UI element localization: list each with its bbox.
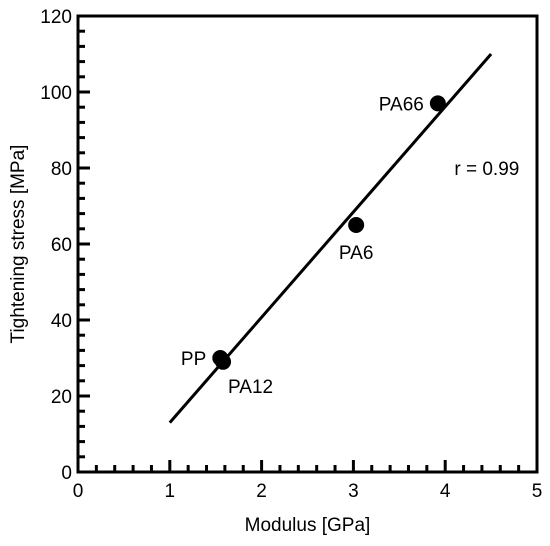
point-label: PA66: [379, 94, 424, 115]
y-tick-label: 60: [51, 235, 72, 256]
point-label: PA12: [228, 377, 273, 398]
point-label: PP: [181, 349, 206, 370]
y-tick-label: 100: [40, 83, 72, 104]
x-tick-label: 5: [532, 481, 543, 502]
x-tick-label: 1: [165, 481, 176, 502]
tick-labels: 0 1 2 3 4 5 0 20 40 60 80 100 120: [40, 7, 542, 502]
y-tick-label: 40: [51, 311, 72, 332]
data-point: [215, 353, 232, 370]
x-axis-label: Modulus [GPa]: [245, 515, 371, 536]
x-tick-label: 0: [73, 481, 84, 502]
y-tick-label: 120: [40, 7, 72, 28]
x-tick-label: 3: [348, 481, 359, 502]
point-labels: PP PA12 PA6 PA66: [181, 94, 424, 397]
plot-frame: [76, 14, 539, 474]
y-tick-label: 0: [61, 463, 72, 484]
y-tick-label: 80: [51, 159, 72, 180]
axis-ticks: [76, 14, 539, 474]
correlation-annotation: r = 0.99: [454, 159, 519, 180]
data-point: [429, 95, 446, 112]
x-tick-label: 2: [256, 481, 267, 502]
point-label: PA6: [339, 243, 374, 264]
x-tick-label: 4: [440, 481, 451, 502]
y-axis-label: Tightening stress [MPa]: [8, 145, 29, 344]
y-tick-label: 20: [51, 387, 72, 408]
data-point: [348, 217, 365, 233]
annotations: r = 0.99: [454, 159, 519, 180]
data-points: [212, 95, 446, 370]
